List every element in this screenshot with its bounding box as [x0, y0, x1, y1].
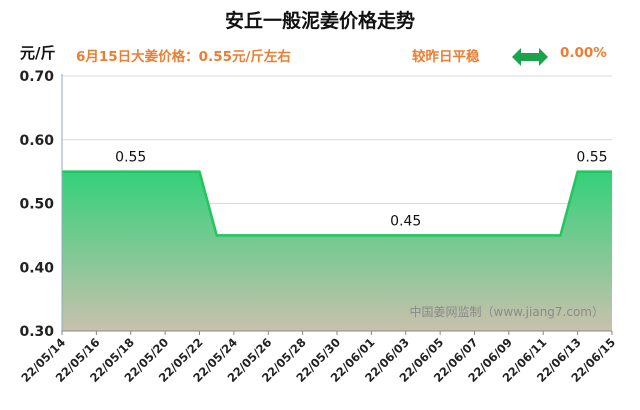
y-tick-label: 0.70 — [19, 69, 54, 85]
double-arrow-icon — [512, 48, 548, 66]
price-line — [62, 170, 612, 237]
data-label: 0.55 — [115, 150, 146, 166]
y-axis-unit: 元/斤 — [20, 44, 56, 62]
price-note: 6月15日大姜价格：0.55元/斤左右 — [76, 49, 291, 65]
y-tick-label: 0.40 — [19, 260, 54, 276]
data-label: 0.45 — [390, 213, 421, 229]
y-tick-label: 0.30 — [19, 324, 54, 340]
chart-title: 安丘一般泥姜价格走势 — [224, 10, 415, 32]
data-label: 0.55 — [576, 150, 607, 166]
y-tick-label: 0.60 — [19, 133, 54, 149]
compare-value: 0.00% — [560, 45, 607, 61]
y-tick-label: 0.50 — [19, 197, 54, 213]
watermark: 中国姜网监制（www.jiang7.com） — [410, 304, 604, 319]
compare-label: 较昨日平稳 — [412, 49, 480, 65]
price-area — [62, 171, 612, 331]
